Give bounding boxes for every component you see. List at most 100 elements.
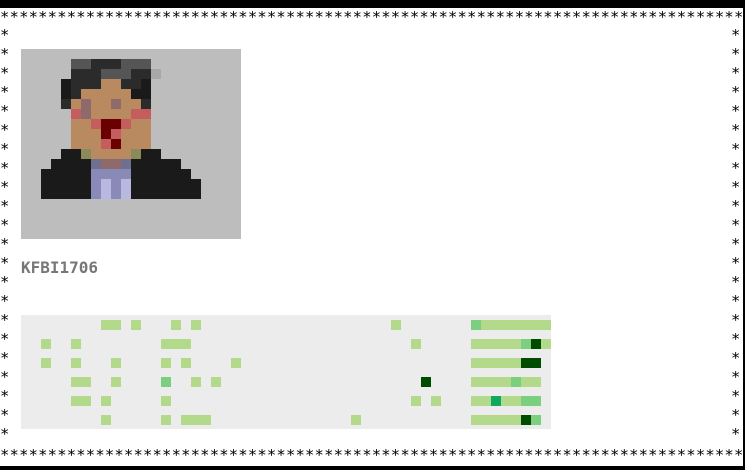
avatar-pixel	[81, 229, 91, 239]
avatar-pixel	[121, 59, 131, 69]
avatar-pixel	[71, 69, 81, 79]
avatar-pixel	[61, 69, 71, 79]
side-star: *	[731, 387, 741, 405]
avatar-pixel	[21, 49, 31, 59]
avatar-pixel	[211, 59, 221, 69]
avatar-pixel	[141, 149, 151, 159]
avatar-pixel	[211, 159, 221, 169]
avatar-pixel	[231, 199, 241, 209]
avatar-pixel	[61, 59, 71, 69]
avatar-pixel	[51, 199, 61, 209]
avatar-pixel	[61, 49, 71, 59]
avatar-pixel	[231, 59, 241, 69]
avatar-pixel	[41, 149, 51, 159]
avatar-pixel	[41, 169, 51, 179]
avatar-pixel	[231, 89, 241, 99]
calendar-day-cell	[171, 320, 181, 330]
avatar-pixel	[231, 49, 241, 59]
avatar-pixel	[171, 169, 181, 179]
side-star: *	[0, 425, 10, 443]
side-star: *	[0, 102, 10, 120]
calendar-day-cell	[511, 320, 521, 330]
calendar-day-cell	[501, 320, 511, 330]
avatar-pixel	[31, 119, 41, 129]
avatar-pixel	[181, 89, 191, 99]
avatar-pixel	[31, 169, 41, 179]
avatar-pixel	[231, 169, 241, 179]
avatar-pixel	[181, 169, 191, 179]
avatar-pixel	[21, 159, 31, 169]
avatar-pixel	[41, 119, 51, 129]
avatar-pixel	[81, 89, 91, 99]
avatar-pixel	[71, 49, 81, 59]
avatar-pixel	[231, 119, 241, 129]
avatar-pixel	[91, 139, 101, 149]
avatar-pixel	[191, 179, 201, 189]
calendar-day-cell	[411, 339, 421, 349]
avatar-pixel	[201, 129, 211, 139]
avatar-pixel	[91, 59, 101, 69]
calendar-day-cell	[491, 320, 501, 330]
side-star: *	[731, 406, 741, 424]
avatar-pixel	[71, 89, 81, 99]
avatar-pixel	[101, 119, 111, 129]
calendar-day-cell	[491, 396, 501, 406]
avatar-pixel	[101, 229, 111, 239]
avatar-pixel	[41, 189, 51, 199]
avatar-pixel	[51, 209, 61, 219]
calendar-day-cell	[471, 339, 481, 349]
calendar-day-cell	[541, 339, 551, 349]
avatar-pixel	[191, 139, 201, 149]
avatar-pixel	[91, 199, 101, 209]
calendar-day-cell	[411, 396, 421, 406]
calendar-day-cell	[71, 358, 81, 368]
avatar-pixel	[71, 229, 81, 239]
avatar-pixel	[51, 169, 61, 179]
avatar-pixel	[231, 99, 241, 109]
avatar-pixel	[211, 149, 221, 159]
avatar-pixel	[21, 119, 31, 129]
avatar-pixel	[231, 129, 241, 139]
terminal-window: ****************************************…	[0, 8, 745, 466]
avatar-pixel	[21, 199, 31, 209]
calendar-day-cell	[41, 339, 51, 349]
avatar-pixel	[141, 59, 151, 69]
avatar-pixel	[31, 109, 41, 119]
avatar-pixel	[111, 179, 121, 189]
avatar-pixel	[191, 189, 201, 199]
avatar-pixel	[161, 209, 171, 219]
avatar-pixel	[131, 69, 141, 79]
side-star: *	[0, 254, 10, 272]
avatar-pixel	[21, 189, 31, 199]
avatar-pixel	[61, 119, 71, 129]
avatar-pixel	[181, 219, 191, 229]
calendar-day-cell	[481, 377, 491, 387]
avatar-pixel	[201, 49, 211, 59]
avatar-pixel	[141, 69, 151, 79]
avatar-pixel	[31, 99, 41, 109]
avatar-pixel	[91, 129, 101, 139]
avatar-pixel	[181, 109, 191, 119]
avatar-pixel	[141, 109, 151, 119]
avatar-pixel	[81, 69, 91, 79]
avatar-pixel	[71, 59, 81, 69]
avatar-pixel	[181, 209, 191, 219]
avatar-pixel	[201, 89, 211, 99]
avatar-pixel	[221, 179, 231, 189]
avatar-pixel	[121, 139, 131, 149]
avatar-pixel	[71, 139, 81, 149]
calendar-day-cell	[471, 358, 481, 368]
avatar-pixel	[181, 129, 191, 139]
avatar-pixel	[51, 89, 61, 99]
avatar-pixel	[111, 89, 121, 99]
avatar-pixel	[231, 109, 241, 119]
avatar-pixel	[171, 59, 181, 69]
side-star: *	[0, 387, 10, 405]
calendar-day-cell	[511, 377, 521, 387]
avatar-pixel	[61, 219, 71, 229]
side-star: *	[731, 159, 741, 177]
avatar-pixel	[211, 79, 221, 89]
avatar-pixel	[131, 179, 141, 189]
avatar-pixel	[221, 89, 231, 99]
avatar-pixel	[191, 69, 201, 79]
